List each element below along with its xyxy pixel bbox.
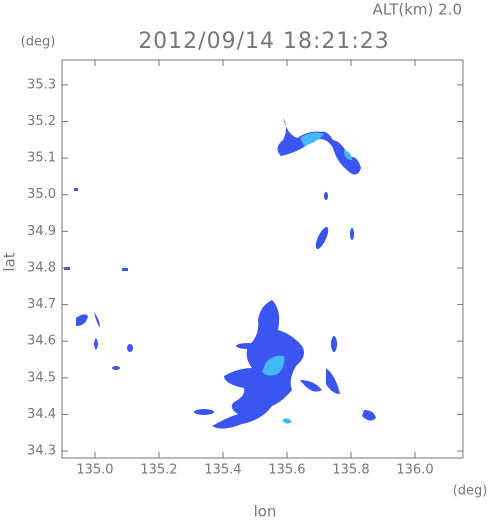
echo [76, 312, 100, 350]
x-tick-label: 135.4 [204, 463, 241, 478]
y-tick-label: 34.8 [27, 260, 56, 275]
y-tick-label: 34.5 [27, 370, 56, 385]
y-unit: (deg) [21, 35, 56, 50]
y-tick-label: 34.6 [27, 334, 56, 349]
echo [324, 192, 328, 200]
x-axis-label: lon [254, 503, 277, 521]
echo [194, 409, 214, 415]
y-tick-label: 35.1 [27, 151, 56, 166]
x-unit: (deg) [453, 484, 488, 499]
y-tick-label: 34.4 [27, 407, 56, 422]
y-axis-label: lat [1, 252, 19, 271]
y-tick-label: 35.3 [27, 77, 56, 92]
x-tick-label: 136.0 [396, 463, 433, 478]
x-tick-label: 135.2 [140, 463, 177, 478]
echo [74, 188, 78, 191]
echo [315, 226, 329, 250]
y-tick-label: 35.2 [27, 114, 56, 129]
echo [277, 118, 361, 175]
echo [112, 366, 120, 370]
echo [64, 267, 70, 270]
echo [350, 228, 354, 240]
echo [300, 368, 376, 421]
x-tick-label: 135.8 [332, 463, 369, 478]
y-tick-label: 34.3 [27, 444, 56, 459]
chart-title: 2012/09/14 18:21:23 [138, 29, 390, 54]
plot-frame [61, 59, 464, 459]
echo [122, 268, 128, 271]
echo-core [262, 355, 292, 424]
radar-echoes [64, 118, 376, 429]
echo [331, 336, 337, 352]
y-tick-label: 34.7 [27, 297, 56, 312]
x-tick-label: 135.0 [76, 463, 113, 478]
echo [236, 343, 260, 349]
x-tick-label: 135.6 [268, 463, 305, 478]
y-tick-label: 34.9 [27, 224, 56, 239]
y-tick-label: 35.0 [27, 187, 56, 202]
echo [212, 300, 304, 429]
echo-core [300, 132, 352, 160]
altitude-label: ALT(km) 2.0 [373, 1, 462, 19]
echo [127, 344, 133, 352]
